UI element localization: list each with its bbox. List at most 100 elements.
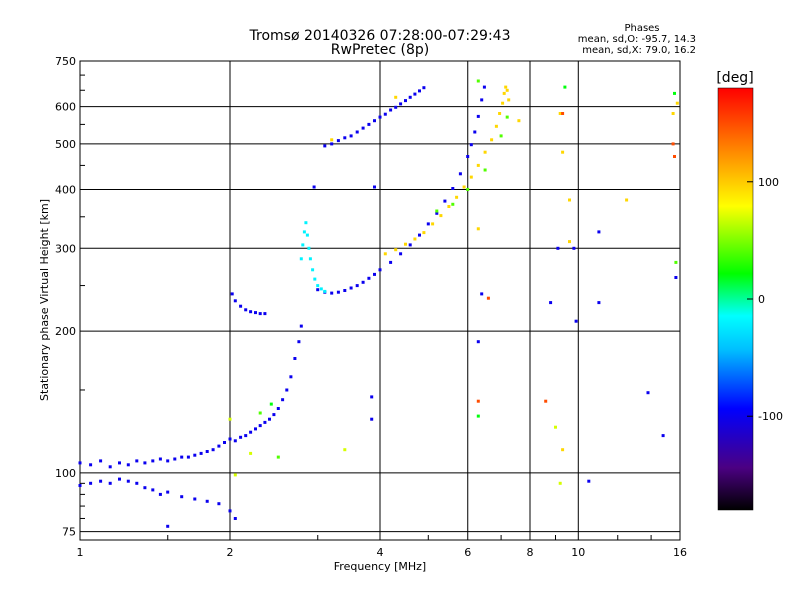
data-point	[499, 134, 503, 138]
data-point	[99, 459, 103, 463]
data-point	[443, 199, 447, 203]
data-point	[289, 375, 293, 379]
data-point	[158, 492, 162, 496]
data-point	[258, 411, 262, 415]
data-point	[299, 257, 303, 261]
data-point	[439, 214, 443, 218]
colorbar-tick-label: 0	[758, 293, 765, 306]
data-point	[561, 112, 565, 115]
y-tick-label: 750	[55, 55, 76, 68]
data-point	[572, 246, 576, 250]
data-point	[239, 304, 243, 308]
data-point	[574, 319, 578, 323]
data-point	[305, 233, 309, 237]
data-point	[233, 517, 237, 520]
x-tick-label: 8	[527, 546, 534, 559]
data-point	[422, 231, 426, 235]
data-point	[361, 126, 365, 130]
data-point	[408, 95, 412, 99]
data-point	[661, 434, 665, 438]
x-tick-label: 10	[571, 546, 585, 559]
data-point	[285, 388, 289, 392]
data-point	[249, 451, 253, 455]
data-point	[258, 312, 262, 316]
data-point	[563, 85, 567, 89]
data-point	[373, 272, 376, 276]
data-point	[78, 461, 82, 465]
data-point	[126, 479, 130, 483]
data-point	[244, 308, 248, 312]
data-point	[476, 399, 480, 403]
data-point	[413, 92, 417, 96]
data-point	[180, 455, 184, 459]
colorbar-label: [deg]	[716, 70, 753, 86]
data-point	[233, 473, 237, 477]
data-point	[404, 242, 407, 246]
data-point	[313, 277, 317, 281]
data-point	[193, 497, 197, 501]
data-point	[549, 301, 553, 305]
data-point	[143, 486, 147, 490]
data-point	[205, 499, 209, 503]
data-point	[228, 509, 232, 513]
data-point	[373, 119, 376, 123]
data-point	[211, 448, 215, 452]
x-tick-label: 6	[464, 546, 471, 559]
data-point	[466, 188, 470, 191]
data-point	[469, 143, 473, 147]
data-point	[505, 88, 509, 92]
data-point	[336, 290, 340, 294]
chart-subtitle: RwPretec (8p)	[331, 42, 429, 58]
data-point	[244, 434, 248, 438]
data-point	[343, 136, 347, 140]
x-tick-label: 4	[377, 546, 384, 559]
data-point	[299, 324, 303, 328]
data-point	[408, 243, 412, 247]
data-point	[458, 172, 462, 176]
data-point	[646, 391, 650, 395]
data-point	[316, 284, 320, 288]
data-point	[568, 198, 571, 202]
data-point	[307, 246, 311, 250]
data-point	[355, 284, 359, 288]
data-point	[483, 168, 487, 172]
data-point	[228, 417, 232, 421]
data-point	[293, 357, 297, 360]
y-tick-label: 400	[55, 183, 76, 196]
data-point	[399, 102, 403, 106]
colorbar-tick-label: 100	[758, 176, 779, 189]
data-point	[455, 195, 459, 199]
data-point	[476, 227, 480, 231]
data-point	[304, 221, 308, 225]
data-point	[469, 175, 473, 179]
data-point	[89, 463, 93, 467]
data-point	[451, 202, 455, 206]
data-point	[554, 425, 557, 429]
stats-o-mode: mean, sd,O: -95.7, 14.3	[578, 34, 696, 45]
data-point	[490, 138, 494, 142]
chart-title: Tromsø 20140326 07:28:00-07:29:43	[249, 28, 511, 44]
data-point	[308, 257, 312, 261]
data-point	[517, 119, 521, 123]
data-point	[297, 340, 301, 344]
data-point	[135, 459, 139, 463]
data-point	[349, 286, 353, 290]
data-point	[263, 420, 267, 424]
data-point	[394, 105, 398, 109]
data-point	[504, 85, 508, 89]
data-point	[217, 444, 221, 448]
data-point	[343, 289, 347, 292]
data-point	[78, 484, 82, 487]
data-point	[558, 112, 562, 115]
data-point	[673, 91, 676, 95]
data-point	[378, 115, 382, 119]
data-point	[451, 187, 455, 190]
data-point	[108, 465, 112, 469]
data-point	[316, 288, 320, 292]
data-point	[505, 115, 509, 119]
data-point	[268, 417, 271, 421]
data-point	[480, 98, 484, 102]
data-point	[249, 430, 253, 434]
data-point	[671, 112, 675, 115]
data-point	[394, 95, 398, 99]
